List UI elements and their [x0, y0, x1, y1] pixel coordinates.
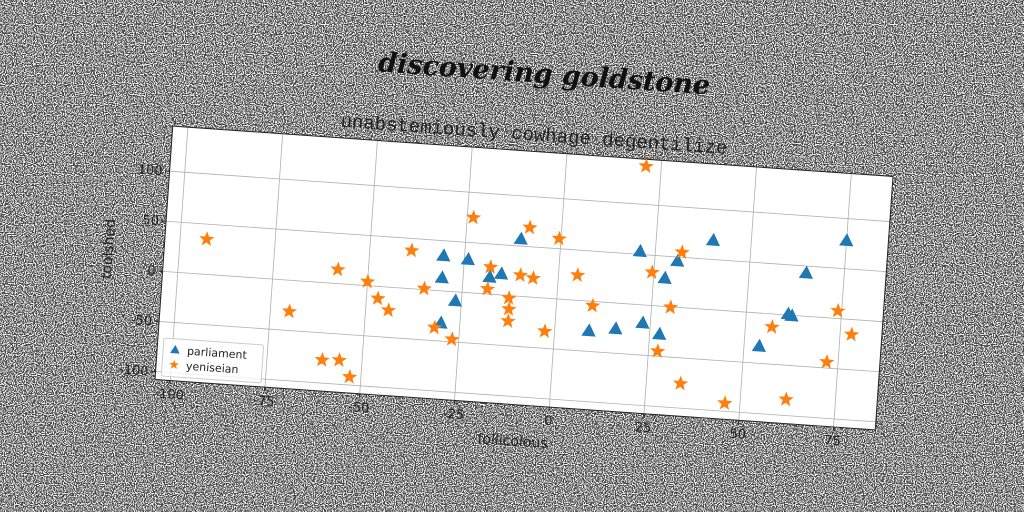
point — [460, 252, 475, 266]
x-tick-label: 75 — [824, 433, 842, 449]
x-tick-label: -75 — [253, 393, 275, 409]
point — [522, 219, 538, 235]
y-axis-label: toolshed — [99, 218, 119, 279]
point — [663, 299, 679, 315]
y-tick-label: 50 — [142, 213, 160, 229]
point — [380, 302, 397, 318]
point — [493, 266, 509, 280]
point — [798, 265, 813, 279]
point — [784, 308, 799, 322]
point — [525, 270, 541, 285]
x-tick-label: 25 — [634, 420, 652, 436]
point — [778, 391, 794, 407]
point — [512, 267, 529, 283]
grid-line — [548, 153, 568, 408]
grid-line — [162, 270, 883, 323]
grid-line — [155, 371, 876, 423]
legend-label: parliament — [187, 345, 248, 362]
point — [281, 303, 298, 319]
point — [342, 369, 358, 384]
point — [672, 375, 689, 391]
point — [839, 233, 854, 247]
point — [331, 352, 347, 367]
grid-line — [643, 160, 663, 414]
x-tick-label: 0 — [544, 414, 553, 430]
point — [314, 352, 330, 367]
point — [482, 269, 497, 283]
axes-frame — [154, 125, 894, 431]
point — [751, 338, 766, 353]
point — [537, 323, 553, 339]
legend-marker — [170, 344, 180, 354]
grid-line — [833, 173, 852, 427]
point — [652, 326, 667, 341]
legend-frame — [160, 337, 265, 384]
point — [551, 230, 567, 246]
point — [635, 315, 650, 329]
point — [444, 331, 460, 347]
point — [570, 267, 586, 282]
x-axis-label: follicolous — [477, 431, 548, 452]
point — [483, 259, 499, 274]
legend-marker — [169, 359, 179, 370]
plot: discovering goldstone unabstemiously cow… — [99, 47, 894, 452]
legend-label: yeniseian — [186, 360, 239, 377]
grid-line — [264, 133, 284, 388]
point — [670, 253, 685, 267]
point — [427, 319, 443, 335]
grid-line — [359, 140, 378, 394]
point — [480, 281, 496, 296]
y-tick-label: -50 — [130, 313, 152, 329]
point — [764, 319, 780, 334]
point — [717, 395, 733, 411]
point — [830, 302, 846, 318]
grid-line — [738, 166, 757, 421]
point — [632, 243, 647, 258]
point — [360, 273, 376, 289]
point — [501, 301, 517, 316]
point — [513, 231, 528, 245]
point — [434, 270, 449, 284]
x-tick-label: -25 — [442, 407, 464, 423]
grid-line — [454, 147, 473, 401]
point — [330, 261, 346, 277]
point — [705, 232, 721, 247]
point — [404, 242, 420, 258]
point — [657, 270, 672, 285]
grid-line — [169, 170, 890, 222]
point — [674, 244, 690, 260]
y-tick-label: 100 — [137, 162, 163, 179]
x-tick-label: -100 — [154, 387, 184, 404]
point — [465, 209, 482, 225]
y-tick-label: 0 — [147, 264, 156, 280]
point — [585, 297, 601, 313]
grid-line — [166, 220, 887, 273]
point — [608, 321, 623, 335]
point — [844, 326, 860, 342]
point — [819, 354, 835, 369]
point — [447, 293, 463, 307]
point — [501, 290, 517, 305]
point — [370, 290, 386, 306]
point — [436, 248, 451, 262]
axes-background — [155, 126, 893, 430]
x-tick-label: -50 — [348, 400, 370, 416]
point — [416, 280, 432, 296]
point — [500, 313, 516, 328]
x-tick-label: 50 — [729, 427, 747, 443]
point — [644, 264, 660, 280]
point — [199, 231, 215, 246]
point — [638, 158, 654, 174]
point — [650, 343, 666, 359]
point — [581, 323, 596, 337]
grid-line — [159, 321, 880, 373]
y-tick-label: -100 — [119, 362, 149, 379]
